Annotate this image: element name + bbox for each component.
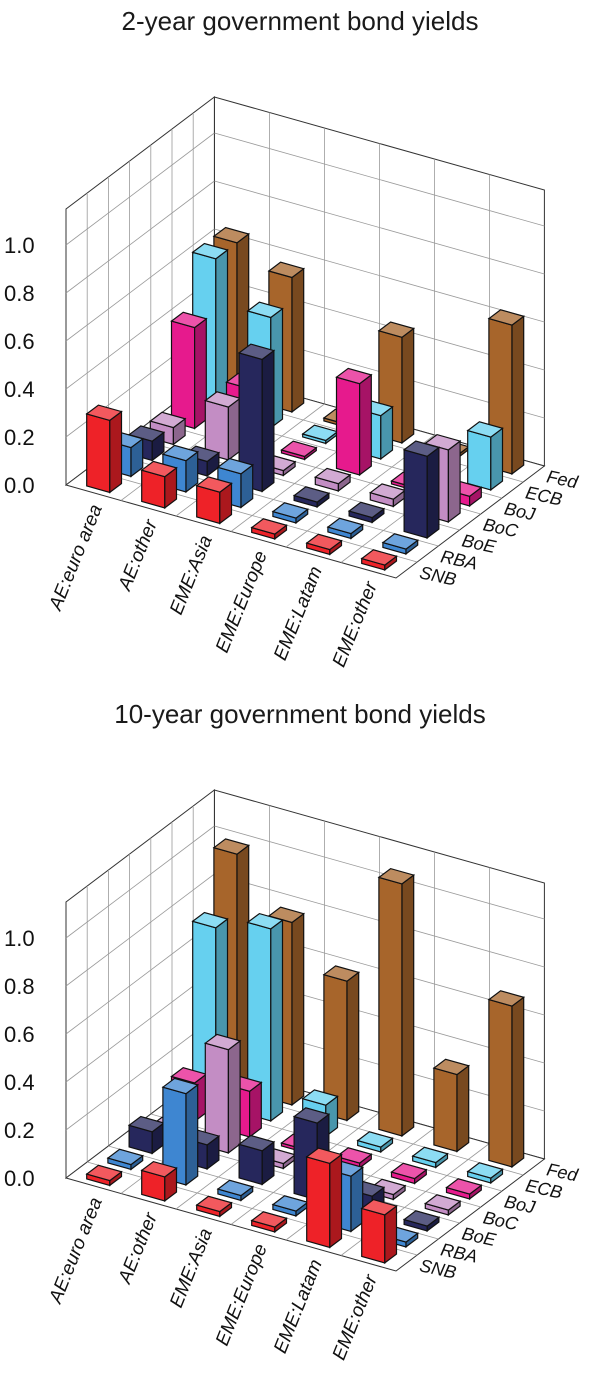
bar-snb-eme-asia bbox=[195, 1195, 233, 1218]
bar-boj-eme-asia bbox=[280, 440, 318, 461]
bar-rba-ae-euro-area bbox=[106, 1148, 145, 1171]
bar-rba-eme-latam bbox=[326, 517, 365, 540]
bar-snb-ae-euro-area bbox=[85, 404, 123, 494]
bar-boj-eme-latam bbox=[390, 1162, 428, 1185]
bar-boc-ae-other bbox=[203, 1033, 242, 1155]
bars bbox=[85, 838, 526, 1265]
chart-2year-panel: 2-year government bond yields 0.0 0.2 0.4 0… bbox=[4, 6, 581, 670]
bar-fed-eme-latam bbox=[432, 1058, 471, 1153]
bar-boj-eme-other bbox=[445, 1178, 483, 1201]
bar-fed-eme-europe bbox=[377, 867, 416, 1138]
bar-boj-ae-euro-area bbox=[170, 311, 208, 430]
y-tick-label: 0.6 bbox=[4, 329, 35, 354]
category-label: EME:Asia bbox=[166, 533, 217, 618]
y-tick-label: 1.0 bbox=[4, 926, 35, 951]
y-tick-label: 0.8 bbox=[4, 281, 35, 306]
bar-snb-ae-euro-area bbox=[85, 1164, 123, 1187]
bar-snb-eme-asia bbox=[195, 476, 233, 525]
bar-ecb-eme-other bbox=[466, 421, 504, 492]
y-tick-label: 0.4 bbox=[4, 377, 35, 402]
category-label: AE:euro area bbox=[45, 1195, 107, 1308]
chart-10year-panel: 10-year government bond yields 0.0 0.2 0.4… bbox=[0, 693, 600, 1386]
bar-ecb-eme-other bbox=[466, 1162, 504, 1185]
category-label: EME:Latam bbox=[270, 1257, 327, 1357]
y-tick-label: 0.0 bbox=[4, 473, 35, 498]
chart-title: 10-year government bond yields bbox=[114, 699, 486, 729]
y-axis-ticks: 0.0 0.2 0.4 0.6 0.8 1.0 bbox=[4, 926, 35, 1191]
bar-ecb-eme-europe bbox=[356, 1131, 394, 1154]
bar-ecb-eme-asia bbox=[301, 424, 339, 445]
bar-rba-ae-other bbox=[161, 1077, 200, 1187]
category-label: AE:other bbox=[114, 1209, 162, 1287]
bar-boc-eme-other bbox=[423, 1194, 462, 1217]
y-tick-label: 0.2 bbox=[4, 1118, 35, 1143]
category-label: EME:Europe bbox=[212, 548, 272, 656]
category-label: EME:Latam bbox=[270, 564, 327, 664]
bar-snb-eme-latam bbox=[305, 533, 343, 556]
bars bbox=[85, 226, 526, 572]
y-axis-ticks: 0.0 0.2 0.4 0.6 0.8 1.0 bbox=[4, 233, 35, 498]
category-label: EME:other bbox=[329, 1271, 382, 1363]
category-label: EME:Europe bbox=[212, 1241, 272, 1349]
category-label: EME:Asia bbox=[166, 1226, 217, 1311]
bar-snb-ae-other bbox=[140, 1160, 178, 1203]
bar3d-chart-2year: 0.00.20.40.60.81.0AE:euro area AE:other EM… bbox=[4, 95, 581, 670]
bar-boe-eme-latam bbox=[347, 501, 386, 524]
bar-boe-eme-europe bbox=[292, 486, 331, 509]
bar-snb-eme-latam bbox=[305, 1147, 343, 1249]
bar3d-chart-10year: 0.00.20.40.60.81.0AE:euro area AE:other EM… bbox=[4, 788, 580, 1363]
bar-fed-eme-asia bbox=[322, 965, 361, 1122]
bar-rba-eme-europe bbox=[271, 502, 310, 525]
y-tick-label: 1.0 bbox=[4, 233, 35, 258]
bar-boj-eme-europe bbox=[335, 367, 373, 477]
bar-ecb-eme-latam bbox=[411, 1146, 449, 1169]
y-tick-label: 0.2 bbox=[4, 425, 35, 450]
bar-snb-eme-europe bbox=[250, 518, 288, 541]
bar-snb-eme-other bbox=[360, 1198, 398, 1265]
bar-rba-eme-asia bbox=[216, 1179, 255, 1202]
category-label: AE:other bbox=[114, 516, 162, 594]
bar-fed-eme-other bbox=[487, 990, 526, 1169]
bar-snb-ae-other bbox=[140, 460, 178, 510]
y-tick-label: 0.4 bbox=[4, 1070, 35, 1095]
bar-boe-eme-other bbox=[402, 440, 441, 540]
bar-ecb-ae-other bbox=[246, 912, 284, 1123]
bar-rba-eme-other bbox=[381, 533, 420, 556]
bar-boc-eme-europe bbox=[313, 467, 352, 493]
bar-snb-eme-other bbox=[360, 549, 398, 572]
bar-boc-ae-other bbox=[203, 391, 242, 462]
y-tick-label: 0.6 bbox=[4, 1022, 35, 1047]
category-label: EME:other bbox=[329, 578, 382, 670]
bar-boe-eme-other bbox=[402, 1210, 441, 1233]
bar-snb-eme-europe bbox=[250, 1211, 288, 1234]
bar-boe-eme-asia bbox=[237, 343, 276, 493]
category-label: AE:euro area bbox=[45, 502, 107, 615]
y-tick-label: 0.0 bbox=[4, 1166, 35, 1191]
bar-boe-eme-asia bbox=[237, 1134, 276, 1186]
bar-boe-ae-euro-area bbox=[127, 1115, 166, 1155]
chart-title: 2-year government bond yields bbox=[121, 6, 479, 36]
y-tick-label: 0.8 bbox=[4, 974, 35, 999]
